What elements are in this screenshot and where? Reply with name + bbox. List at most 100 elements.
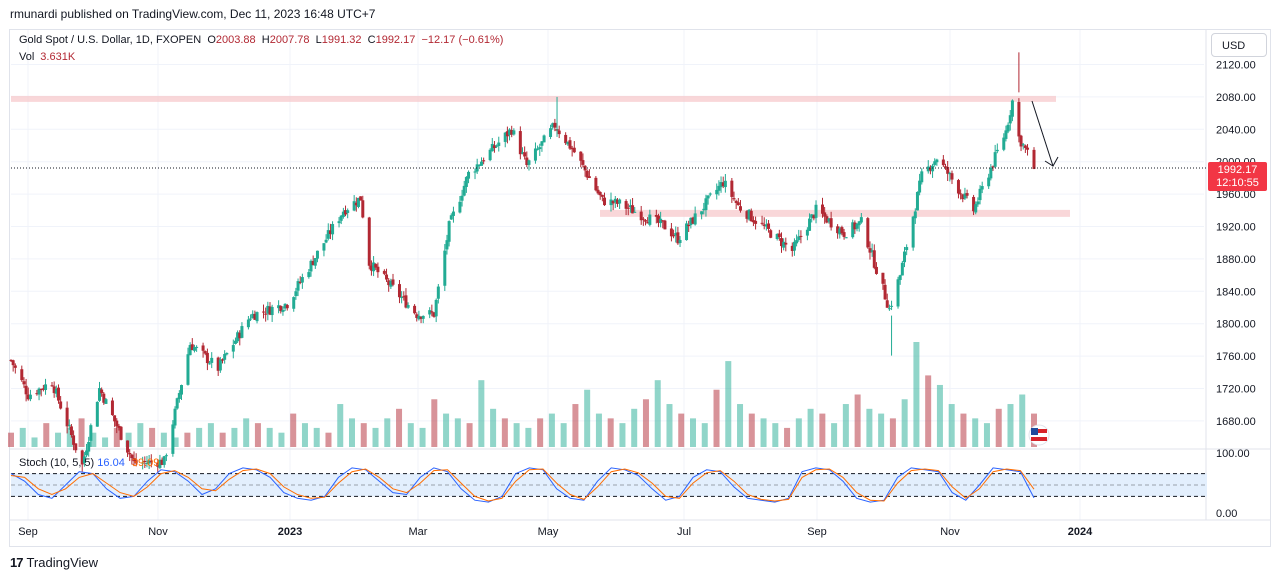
volume-bar	[595, 413, 602, 447]
candle-body	[251, 313, 255, 318]
candle-body	[467, 171, 471, 179]
candle-body	[959, 193, 963, 195]
volume-bar	[760, 418, 767, 447]
volume-bar	[396, 408, 403, 447]
volume-bar	[678, 413, 685, 447]
candle-body	[482, 160, 486, 162]
candle-body	[421, 315, 425, 319]
chart-frame[interactable]	[9, 29, 1271, 547]
candle-body	[344, 210, 348, 215]
candle-body	[82, 456, 86, 464]
candle-body	[928, 167, 932, 171]
volume-bar	[454, 418, 461, 447]
volume-bar	[466, 423, 473, 447]
candle-body	[747, 209, 751, 220]
stoch-line-d	[10, 468, 1035, 502]
candle-body	[941, 159, 945, 166]
candle-body	[883, 284, 887, 300]
stoch-label[interactable]: Stoch (10, 5, 5)	[19, 457, 95, 469]
candle-body	[993, 152, 997, 167]
volume-bar	[701, 423, 708, 447]
candle-body	[691, 217, 695, 224]
candle-body	[624, 201, 628, 209]
candle-body	[808, 218, 812, 231]
price-tick-label: 1880.00	[1216, 254, 1256, 266]
candle-body	[717, 185, 721, 191]
open-label: O	[207, 34, 216, 46]
candle-body	[533, 148, 537, 161]
volume-bar	[207, 423, 214, 447]
candle-body	[654, 214, 658, 217]
down-arrow-line	[1031, 100, 1054, 167]
candle-body	[797, 236, 801, 240]
stoch-tick-label: 100.00	[1216, 448, 1250, 460]
volume-bar	[137, 423, 144, 447]
candle-body	[840, 227, 844, 234]
candle-body	[95, 401, 99, 427]
volume-bar	[1007, 404, 1014, 447]
candle-body	[596, 189, 600, 194]
candle-body	[65, 407, 69, 427]
volume-label[interactable]: Vol	[19, 51, 35, 63]
candle-body	[432, 312, 436, 317]
candle-body	[866, 218, 870, 248]
candle-body	[385, 274, 389, 280]
candle-body	[777, 233, 781, 238]
volume-legend: Vol 3.631K	[19, 51, 75, 63]
symbol-label[interactable]: Gold Spot / U.S. Dollar, 1D, FXOPEN	[19, 34, 202, 46]
candle-body	[976, 201, 980, 205]
candle-body	[231, 345, 235, 352]
volume-bar	[149, 427, 156, 447]
candle-body	[434, 299, 438, 317]
volume-bar	[584, 389, 591, 447]
tradingview-logo[interactable]: 17 TradingView	[10, 555, 98, 570]
candle-body	[268, 306, 272, 315]
volume-bar	[807, 408, 814, 447]
candle-body	[721, 182, 725, 187]
candle-body	[566, 141, 570, 145]
candle-body	[702, 208, 706, 211]
candle-body	[218, 359, 222, 371]
price-tick-label: 1680.00	[1216, 416, 1256, 428]
candle-body	[281, 309, 285, 312]
candle-body	[825, 216, 829, 223]
candle-body	[855, 223, 859, 229]
time-tick-label: Nov	[148, 526, 168, 538]
time-tick-label: Mar	[409, 526, 428, 538]
volume-bar	[642, 399, 649, 447]
candle-body	[402, 296, 406, 298]
candle-body	[171, 424, 175, 454]
candle-body	[853, 222, 857, 230]
candle-body	[110, 400, 114, 416]
candle-body	[44, 384, 48, 391]
candle-body	[974, 204, 978, 213]
candle-body	[1010, 100, 1014, 117]
candle-body	[572, 147, 576, 153]
candle-body	[311, 261, 315, 265]
candle-body	[542, 135, 546, 143]
open-value: 2003.88	[215, 34, 256, 46]
currency-button[interactable]: USD	[1211, 33, 1267, 57]
candle-body	[961, 194, 965, 200]
candle-body	[346, 210, 350, 213]
last-price: 1992.17	[1217, 164, 1258, 176]
candle-body	[279, 306, 283, 312]
candle-body	[644, 220, 648, 222]
close-label: C	[367, 34, 376, 46]
candle-body	[192, 347, 196, 351]
candle-body	[706, 195, 710, 199]
volume-bar	[831, 423, 838, 447]
candle-body	[406, 305, 410, 308]
volume-bar	[8, 432, 14, 447]
candle-body	[277, 305, 281, 309]
candle-body	[339, 215, 343, 221]
candle-body	[626, 207, 630, 209]
candle-body	[11, 360, 15, 366]
high-label: H	[261, 34, 270, 46]
candle-body	[885, 300, 889, 308]
resistance-zone	[11, 95, 1056, 102]
candle-body	[147, 460, 151, 464]
stoch-legend: Stoch (10, 5, 5) 16.04 39.09	[19, 457, 159, 469]
candle-body	[294, 291, 298, 297]
